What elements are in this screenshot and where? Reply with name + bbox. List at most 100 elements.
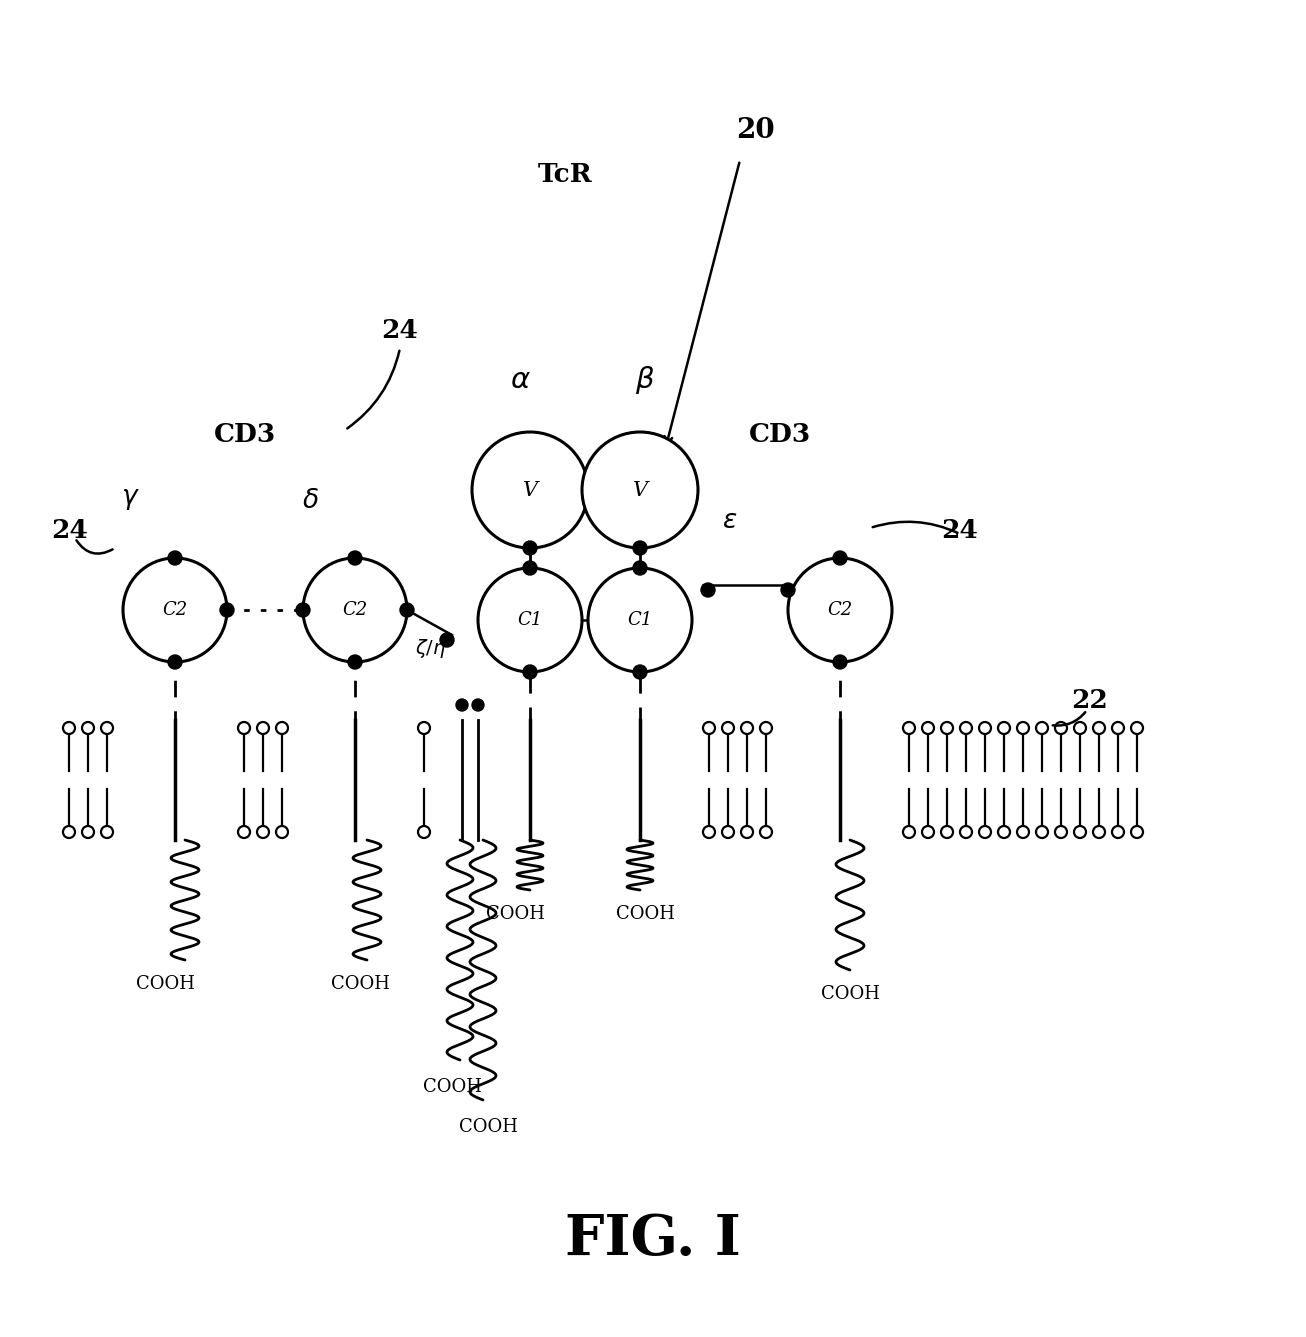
Circle shape bbox=[960, 722, 972, 734]
Text: 24: 24 bbox=[51, 517, 89, 543]
Circle shape bbox=[296, 603, 310, 616]
Circle shape bbox=[701, 583, 714, 598]
Circle shape bbox=[1074, 826, 1087, 838]
Circle shape bbox=[633, 664, 646, 679]
Circle shape bbox=[722, 722, 734, 734]
Circle shape bbox=[942, 826, 953, 838]
Circle shape bbox=[1093, 826, 1105, 838]
Text: COOH: COOH bbox=[615, 905, 674, 923]
Text: 22: 22 bbox=[1072, 687, 1109, 713]
Circle shape bbox=[922, 826, 934, 838]
Circle shape bbox=[1055, 722, 1067, 734]
Text: CD3: CD3 bbox=[214, 422, 276, 448]
Circle shape bbox=[833, 655, 848, 668]
Circle shape bbox=[703, 826, 714, 838]
Circle shape bbox=[633, 541, 646, 555]
Text: FIG. I: FIG. I bbox=[565, 1213, 741, 1267]
Circle shape bbox=[101, 722, 114, 734]
Circle shape bbox=[980, 826, 991, 838]
Text: COOH: COOH bbox=[486, 905, 545, 923]
Text: 24: 24 bbox=[381, 317, 418, 342]
Text: V: V bbox=[522, 480, 538, 500]
Text: COOH: COOH bbox=[423, 1078, 482, 1096]
Circle shape bbox=[440, 632, 454, 647]
Circle shape bbox=[522, 541, 537, 555]
Circle shape bbox=[522, 562, 537, 575]
Circle shape bbox=[168, 655, 182, 668]
Circle shape bbox=[722, 826, 734, 838]
Circle shape bbox=[418, 722, 430, 734]
Text: COOH: COOH bbox=[820, 985, 879, 1003]
Circle shape bbox=[741, 722, 754, 734]
Circle shape bbox=[902, 826, 916, 838]
Circle shape bbox=[1036, 826, 1047, 838]
Circle shape bbox=[63, 722, 74, 734]
Text: CD3: CD3 bbox=[748, 422, 811, 448]
Circle shape bbox=[456, 699, 468, 711]
Circle shape bbox=[703, 722, 714, 734]
Text: $\alpha$: $\alpha$ bbox=[509, 366, 530, 394]
Circle shape bbox=[471, 432, 588, 548]
Circle shape bbox=[1036, 722, 1047, 734]
Text: C1: C1 bbox=[627, 611, 653, 628]
Circle shape bbox=[781, 583, 795, 598]
Text: V: V bbox=[632, 480, 648, 500]
Circle shape bbox=[1017, 722, 1029, 734]
Circle shape bbox=[980, 722, 991, 734]
Circle shape bbox=[400, 603, 414, 616]
Circle shape bbox=[347, 551, 362, 566]
Circle shape bbox=[1055, 826, 1067, 838]
Circle shape bbox=[257, 826, 269, 838]
Text: $\varepsilon$: $\varepsilon$ bbox=[722, 508, 738, 532]
Circle shape bbox=[998, 722, 1010, 734]
Circle shape bbox=[588, 568, 692, 673]
Circle shape bbox=[522, 664, 537, 679]
Text: 24: 24 bbox=[942, 517, 978, 543]
Text: TcR: TcR bbox=[538, 163, 593, 187]
Circle shape bbox=[347, 655, 362, 668]
Circle shape bbox=[82, 826, 94, 838]
Text: 20: 20 bbox=[735, 116, 774, 143]
Circle shape bbox=[1111, 826, 1124, 838]
Text: COOH: COOH bbox=[136, 975, 195, 993]
Circle shape bbox=[276, 826, 289, 838]
Circle shape bbox=[942, 722, 953, 734]
Text: C2: C2 bbox=[828, 602, 853, 619]
Circle shape bbox=[471, 699, 485, 711]
Circle shape bbox=[276, 722, 289, 734]
Circle shape bbox=[633, 562, 646, 575]
Circle shape bbox=[1017, 826, 1029, 838]
Circle shape bbox=[833, 551, 848, 566]
Circle shape bbox=[760, 722, 772, 734]
Text: C1: C1 bbox=[517, 611, 542, 628]
Text: C2: C2 bbox=[162, 602, 188, 619]
Circle shape bbox=[960, 826, 972, 838]
Circle shape bbox=[1131, 826, 1143, 838]
Circle shape bbox=[101, 826, 114, 838]
Circle shape bbox=[123, 558, 227, 662]
Circle shape bbox=[82, 722, 94, 734]
Text: C2: C2 bbox=[342, 602, 367, 619]
Text: $\gamma$: $\gamma$ bbox=[120, 488, 140, 512]
Text: $\beta$: $\beta$ bbox=[635, 364, 654, 396]
Circle shape bbox=[478, 568, 582, 673]
Circle shape bbox=[998, 826, 1010, 838]
Circle shape bbox=[760, 826, 772, 838]
Text: $\zeta$/$\eta$: $\zeta$/$\eta$ bbox=[414, 636, 445, 659]
Circle shape bbox=[1131, 722, 1143, 734]
Circle shape bbox=[238, 826, 249, 838]
Circle shape bbox=[1111, 722, 1124, 734]
Circle shape bbox=[63, 826, 74, 838]
Circle shape bbox=[303, 558, 407, 662]
Circle shape bbox=[788, 558, 892, 662]
Circle shape bbox=[168, 551, 182, 566]
Circle shape bbox=[922, 722, 934, 734]
Circle shape bbox=[741, 826, 754, 838]
Circle shape bbox=[582, 432, 697, 548]
Circle shape bbox=[418, 826, 430, 838]
Circle shape bbox=[1074, 722, 1087, 734]
Text: COOH: COOH bbox=[330, 975, 389, 993]
Circle shape bbox=[902, 722, 916, 734]
Text: COOH: COOH bbox=[458, 1118, 517, 1136]
Circle shape bbox=[238, 722, 249, 734]
